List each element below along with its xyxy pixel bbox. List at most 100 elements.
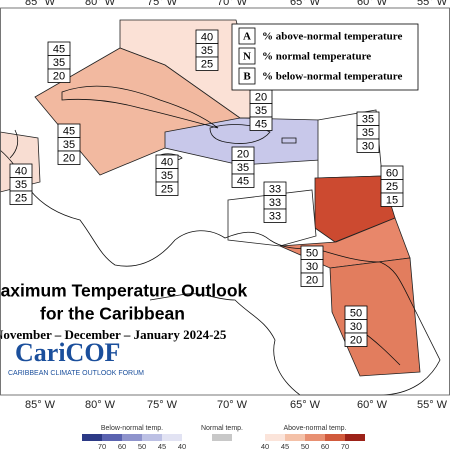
- legend-text: % below-normal temperature: [262, 71, 402, 83]
- colorbar-tick: 70: [98, 442, 106, 450]
- colorbar-tick: 45: [281, 442, 289, 450]
- logo-name: CariCOF: [15, 338, 120, 367]
- zone-value: 25: [161, 183, 173, 195]
- bottom-lon-label: 55° W: [417, 399, 448, 411]
- zone-value: 35: [237, 162, 249, 174]
- zone-value: 30: [306, 261, 318, 273]
- zone-value: 35: [362, 127, 374, 139]
- legend-text: % above-normal temperature: [262, 31, 402, 43]
- colorbar-tick: 60: [118, 442, 126, 450]
- zone-value: 30: [350, 321, 362, 333]
- top-lon-label: 70° W: [217, 0, 248, 8]
- colorbar-tick: 50: [138, 442, 146, 450]
- bottom-lon-label: 65° W: [290, 399, 321, 411]
- coastlines: [0, 85, 441, 396]
- zone-value: 50: [350, 307, 362, 319]
- zone-cell: [249, 116, 273, 131]
- bottom-lon-label: 60° W: [357, 399, 388, 411]
- legend-key-box: [238, 47, 256, 65]
- title-line: Maximum Temperature Outlook: [0, 281, 248, 301]
- colorbar-swatch: [265, 434, 285, 441]
- zone-value: 40: [201, 31, 213, 43]
- zone-value: 25: [15, 192, 27, 204]
- zone-value: 45: [237, 175, 249, 187]
- zone-value: 35: [63, 139, 75, 151]
- zone-cell: [9, 190, 33, 205]
- zone-cell: [344, 332, 368, 347]
- zone-cell: [195, 56, 219, 71]
- colorbar-tick: 40: [178, 442, 186, 450]
- zone-cell: [47, 68, 71, 83]
- zone-value: 35: [362, 113, 374, 125]
- zone-value: 40: [161, 156, 173, 168]
- colorbar-tick: 40: [261, 442, 269, 450]
- zone-value: 20: [237, 148, 249, 160]
- zone-value: 35: [53, 57, 65, 69]
- zone-cell: [263, 208, 287, 223]
- zone-value: 33: [269, 210, 281, 222]
- zone-value: 30: [362, 140, 374, 152]
- zone-value: 45: [63, 125, 75, 137]
- zone-value: 20: [306, 274, 318, 286]
- zone-cell: [300, 272, 324, 287]
- zone-value: 25: [201, 58, 213, 70]
- bottom-lon-label: 85° W: [25, 399, 56, 411]
- colorbar-label: Above-normal temp.: [283, 425, 346, 432]
- colorbar-label: Normal temp.: [201, 425, 243, 432]
- zone-value: 35: [161, 170, 173, 182]
- colorbar-swatch: [122, 434, 142, 441]
- zone-value: 40: [15, 165, 27, 177]
- title-block: Maximum Temperature Outlook for the Cari…: [0, 281, 248, 342]
- zone-value: 20: [63, 152, 75, 164]
- zone-cell: [57, 150, 81, 165]
- zone-value: 35: [255, 105, 267, 117]
- colorbar-tick: 60: [321, 442, 329, 450]
- top-lon-label: 80° W: [85, 0, 116, 8]
- bottom-lon-label: 80° W: [85, 399, 116, 411]
- legend-key: N: [243, 51, 251, 63]
- zone-value: 20: [350, 334, 362, 346]
- logo-tagline: CARIBBEAN CLIMATE OUTLOOK FORUM: [8, 370, 144, 377]
- top-lon-label: 85° W: [25, 0, 56, 8]
- top-lon-label: 60° W: [357, 0, 388, 8]
- zone-value: 45: [53, 43, 65, 55]
- legend-box: [231, 23, 419, 91]
- bottom-lon-label: 70° W: [217, 399, 248, 411]
- zone-value: 50: [306, 247, 318, 259]
- colorbar-tick: 50: [301, 442, 309, 450]
- zone-value: 20: [53, 70, 65, 82]
- zone-value: 25: [386, 181, 398, 193]
- zone-labels: 4535204035254535204035254035252035452035…: [9, 29, 404, 347]
- logo: CariCOF CARIBBEAN CLIMATE OUTLOOK FORUM: [8, 338, 144, 377]
- colorbar-swatch: [142, 434, 162, 441]
- title-line: November – December – January 2024-25: [0, 327, 227, 342]
- zone-cell: [356, 138, 380, 153]
- zone-value: 33: [269, 197, 281, 209]
- colorbar-swatch: [82, 434, 102, 441]
- zone-value: 35: [201, 45, 213, 57]
- zone-value: 20: [255, 91, 267, 103]
- zone-value: 45: [255, 118, 267, 130]
- colorbar-swatch: [285, 434, 305, 441]
- colorbar-label: Below-normal temp.: [101, 425, 163, 432]
- top-lon-label: 65° W: [290, 0, 321, 8]
- zone-value: 60: [386, 167, 398, 179]
- top-lon-label: 55° W: [417, 0, 448, 8]
- title-line: for the Caribbean: [40, 304, 185, 324]
- legend-key: A: [243, 31, 251, 43]
- axes: 85° W 80° W 75° W 70° W 65° W 60° W 55° W 85° W…: [25, 0, 448, 411]
- colorbar-swatch: [102, 434, 122, 441]
- legend: A % above-normal temperature N % normal tem…: [231, 23, 419, 91]
- top-lon-label: 75° W: [147, 0, 178, 8]
- zone-cell: [155, 181, 179, 196]
- zone-cell: [231, 173, 255, 188]
- zone-cell: [380, 192, 404, 207]
